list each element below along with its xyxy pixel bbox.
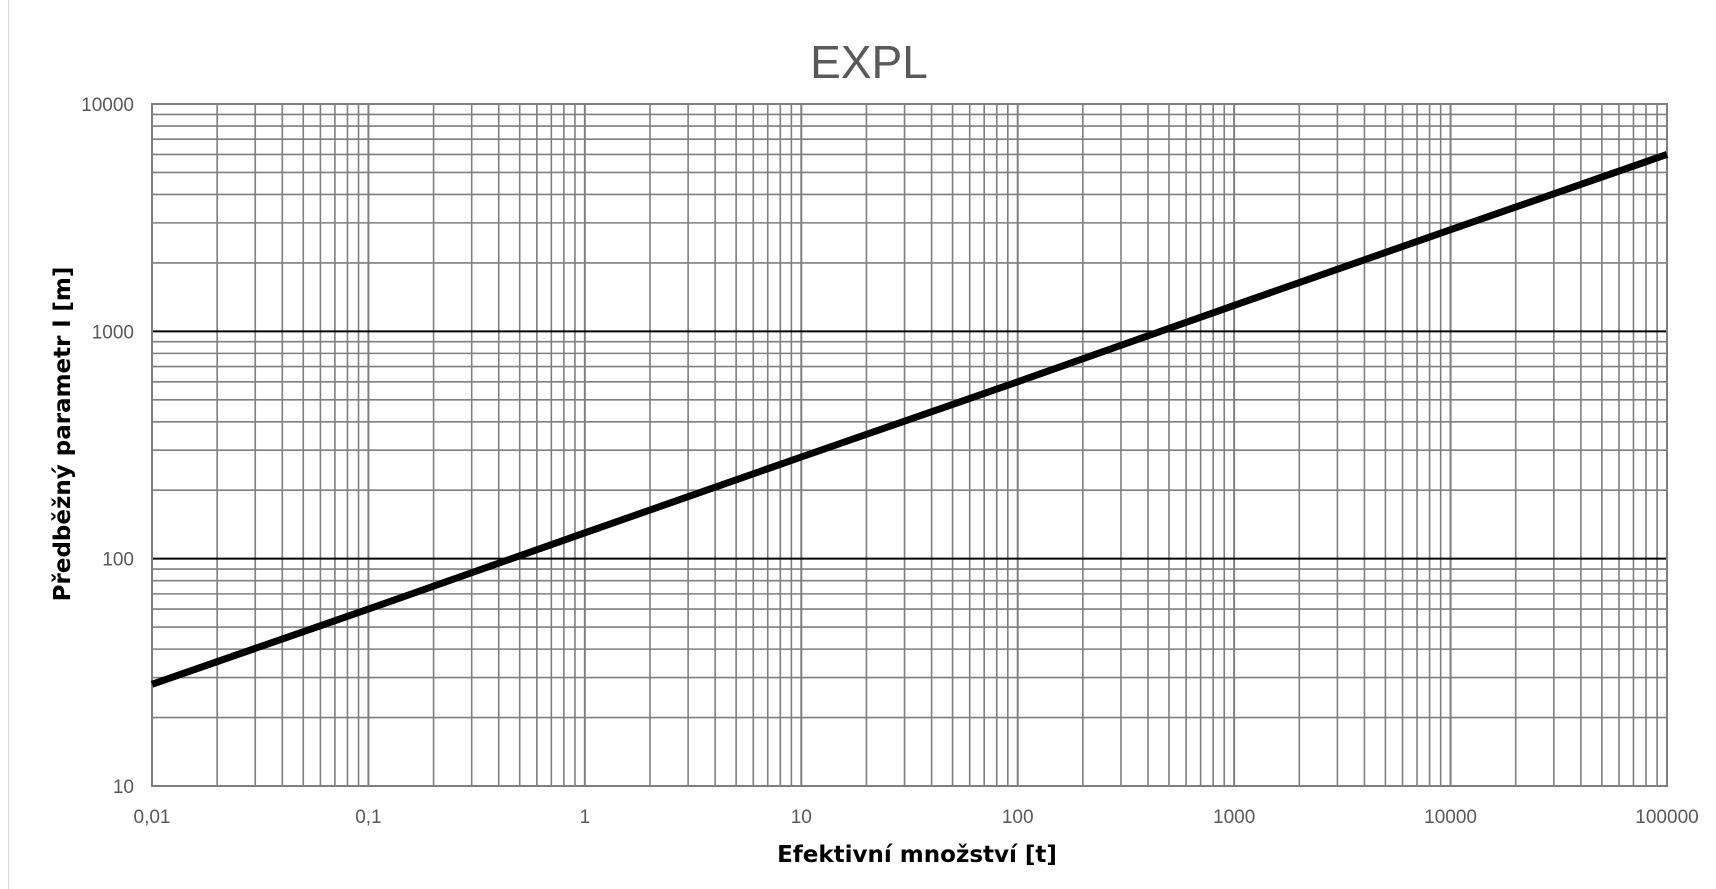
x-tick-label: 10 [791, 807, 812, 828]
plot-area [150, 151, 1669, 688]
x-tick-label: 100 [1002, 807, 1034, 828]
plot-border [151, 103, 1668, 787]
page-border [8, 0, 9, 889]
y-axis-ticks: 10 100 1000 10000 [81, 95, 134, 798]
x-tick-label: 0,1 [355, 807, 381, 828]
x-tick-label: 0,01 [134, 807, 171, 828]
grid [151, 103, 1668, 787]
x-tick-label: 10000 [1424, 807, 1477, 828]
y-tick-label: 10000 [81, 95, 134, 116]
y-tick-label: 1000 [92, 322, 134, 343]
series-line-0 [150, 151, 1669, 688]
x-tick-label: 100000 [1635, 807, 1698, 828]
x-tick-label: 1 [580, 807, 591, 828]
x-axis-ticks: 0,01 0,1 1 10 100 1000 10000 100000 [134, 807, 1699, 828]
y-axis-label: Předběžný parametr l [m] [50, 267, 76, 602]
x-tick-label: 1000 [1213, 807, 1255, 828]
chart-title: EXPL [810, 36, 928, 88]
y-tick-label: 10 [113, 777, 134, 798]
y-tick-label: 100 [102, 550, 134, 571]
x-axis-label: Efektivní množství [t] [777, 842, 1057, 868]
